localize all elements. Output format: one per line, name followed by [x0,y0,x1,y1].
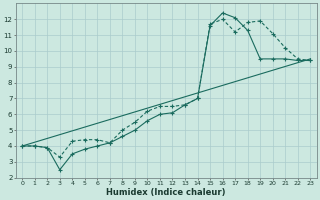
X-axis label: Humidex (Indice chaleur): Humidex (Indice chaleur) [107,188,226,197]
